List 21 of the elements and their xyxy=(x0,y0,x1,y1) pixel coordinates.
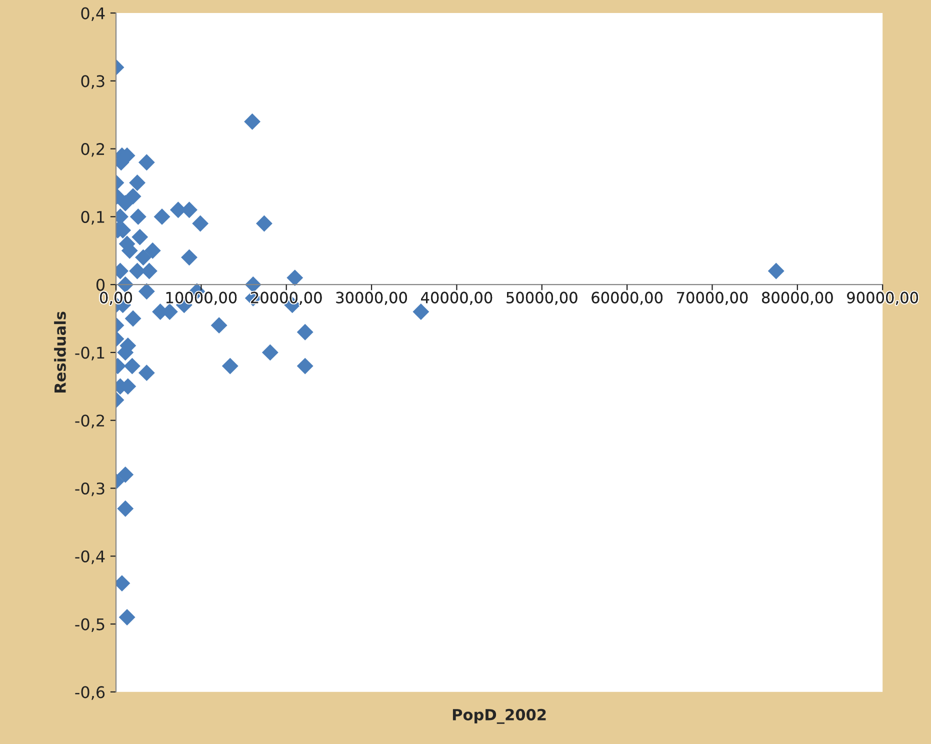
y-tick-label: -0,5 xyxy=(75,618,104,632)
y-tick-label: -0,4 xyxy=(75,550,105,564)
x-tick-label: 50000,00 xyxy=(506,292,578,305)
x-tick-label: 80000,00 xyxy=(762,292,833,305)
y-tick-label: 0,3 xyxy=(81,75,104,89)
x-tick-label: 70000,00 xyxy=(677,292,748,305)
x-tick-label: 0,00 xyxy=(100,292,132,305)
y-tick-label: -0,2 xyxy=(75,414,104,428)
y-tick-label: 0,4 xyxy=(81,7,105,21)
x-tick-label: 40000,00 xyxy=(421,292,492,305)
y-tick-label: -0,3 xyxy=(75,482,104,496)
y-tick-label: -0,1 xyxy=(75,346,104,360)
y-axis-title: Residuals xyxy=(54,312,66,393)
x-tick-label: 30000,00 xyxy=(336,292,407,305)
x-axis-title: PopD_2002 xyxy=(452,708,546,724)
y-tick-label: 0,2 xyxy=(81,143,104,157)
x-tick-label: 60000,00 xyxy=(592,292,662,305)
y-tick-label: 0,1 xyxy=(81,210,104,225)
y-tick-label: 0 xyxy=(96,278,105,291)
y-tick-label: -0,6 xyxy=(75,686,105,700)
x-tick-label: 90000,00 xyxy=(847,292,918,305)
